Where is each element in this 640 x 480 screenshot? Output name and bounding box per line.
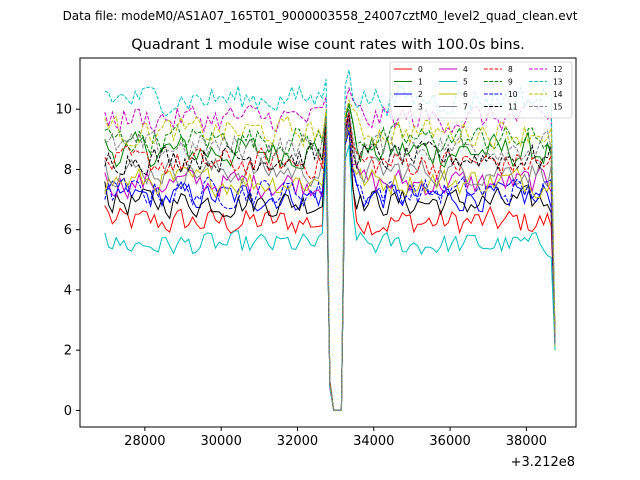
- x-axis: 28000 30000 32000 34000 36000 38000: [124, 427, 547, 449]
- legend-label-11: 11: [508, 102, 518, 111]
- data-file-label: Data file: modeM0/AS1A07_165T01_90000035…: [63, 9, 578, 23]
- x-offset-label: +3.212e8: [511, 455, 575, 470]
- legend-label-0: 0: [418, 65, 423, 74]
- legend-label-8: 8: [508, 65, 513, 74]
- y-tick-label: 2: [64, 344, 72, 359]
- series-line-15: [104, 109, 556, 411]
- legend-label-9: 9: [508, 77, 513, 86]
- chart-title: Quadrant 1 module wise count rates with …: [131, 37, 525, 53]
- x-tick-label: 36000: [429, 434, 470, 449]
- y-axis: 0 2 4 6 8 10: [55, 103, 80, 419]
- legend-label-12: 12: [553, 65, 563, 74]
- legend-label-1: 1: [418, 77, 423, 86]
- legend-label-14: 14: [553, 90, 563, 99]
- y-tick-label: 6: [64, 223, 72, 238]
- axes-frame: [79, 57, 577, 428]
- x-tick-label: 38000: [506, 434, 547, 449]
- legend-label-10: 10: [508, 90, 518, 99]
- legend-label-5: 5: [463, 77, 468, 86]
- y-tick-label: 8: [64, 163, 72, 178]
- series-line-10: [104, 130, 556, 411]
- y-tick-label: 4: [64, 283, 72, 298]
- legend-label-7: 7: [463, 102, 468, 111]
- legend-label-6: 6: [463, 90, 468, 99]
- legend-label-3: 3: [418, 102, 423, 111]
- legend-label-15: 15: [553, 102, 563, 111]
- x-tick-label: 34000: [353, 434, 394, 449]
- series-line-11: [104, 115, 556, 411]
- plot-area: [104, 69, 556, 411]
- x-tick-label: 32000: [277, 434, 318, 449]
- series-line-9: [104, 106, 556, 411]
- y-tick-label: 0: [64, 404, 72, 419]
- x-tick-label: 28000: [124, 434, 165, 449]
- y-tick-label: 10: [55, 103, 72, 118]
- x-tick-label: 30000: [200, 434, 241, 449]
- legend-label-13: 13: [553, 77, 563, 86]
- legend-box: [389, 61, 573, 119]
- legend-label-2: 2: [418, 90, 423, 99]
- legend-label-4: 4: [463, 65, 468, 74]
